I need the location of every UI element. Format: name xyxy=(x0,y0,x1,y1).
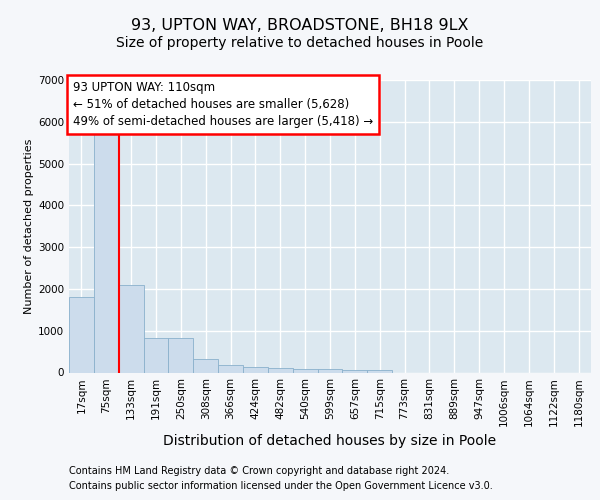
Bar xyxy=(367,370,392,372)
Bar xyxy=(218,365,243,372)
Bar xyxy=(169,338,193,372)
Text: Contains public sector information licensed under the Open Government Licence v3: Contains public sector information licen… xyxy=(69,481,493,491)
Bar xyxy=(243,366,268,372)
Bar xyxy=(268,368,293,372)
Text: Contains HM Land Registry data © Crown copyright and database right 2024.: Contains HM Land Registry data © Crown c… xyxy=(69,466,449,476)
Text: 93 UPTON WAY: 110sqm
← 51% of detached houses are smaller (5,628)
49% of semi-de: 93 UPTON WAY: 110sqm ← 51% of detached h… xyxy=(73,81,373,128)
Bar xyxy=(293,369,317,372)
Bar xyxy=(193,358,218,372)
Bar xyxy=(143,338,169,372)
Bar xyxy=(119,285,143,372)
Text: 93, UPTON WAY, BROADSTONE, BH18 9LX: 93, UPTON WAY, BROADSTONE, BH18 9LX xyxy=(131,18,469,32)
Bar xyxy=(343,370,367,372)
Bar xyxy=(94,128,119,372)
Y-axis label: Number of detached properties: Number of detached properties xyxy=(24,138,34,314)
X-axis label: Distribution of detached houses by size in Poole: Distribution of detached houses by size … xyxy=(163,434,497,448)
Text: Size of property relative to detached houses in Poole: Size of property relative to detached ho… xyxy=(116,36,484,50)
Bar xyxy=(69,298,94,372)
Bar xyxy=(317,370,343,372)
